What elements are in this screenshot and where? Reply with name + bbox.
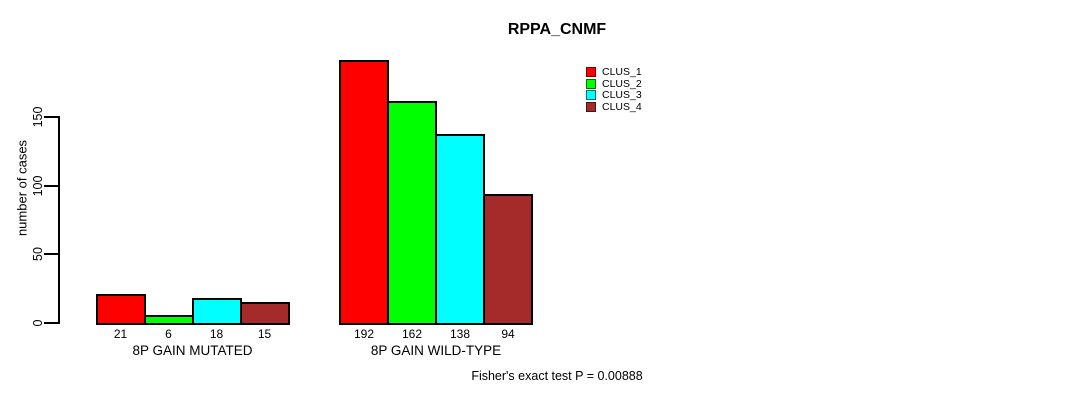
y-axis-tick [43, 253, 58, 256]
y-axis-tick-label: 150 [31, 106, 45, 128]
fisher-test-note: Fisher's exact test P = 0.00888 [471, 369, 643, 383]
bar [191, 298, 242, 325]
y-axis-line [57, 116, 60, 324]
group-label: 8P GAIN MUTATED [132, 343, 253, 358]
bar-value-label: 138 [449, 327, 471, 341]
chart-title: RPPA_CNMF [507, 21, 607, 38]
bar [387, 100, 437, 325]
legend-item: CLUS_1 [586, 66, 642, 78]
group-label: 8P GAIN WILD-TYPE [370, 343, 502, 358]
legend-swatch [586, 101, 596, 112]
y-axis-tick [43, 116, 58, 119]
y-axis-tick [43, 322, 58, 324]
bar [239, 302, 290, 325]
bar-value-label: 15 [257, 327, 272, 341]
bar [483, 194, 533, 325]
y-axis-tick-label: 50 [31, 247, 45, 262]
legend-label: CLUS_1 [602, 65, 642, 78]
legend-swatch [586, 90, 596, 101]
legend-item: CLUS_4 [586, 101, 642, 113]
bar-value-label: 18 [209, 327, 224, 341]
bar-value-label: 162 [401, 327, 423, 341]
bar [95, 294, 146, 325]
legend-swatch [586, 78, 596, 89]
bar-value-label: 21 [113, 327, 128, 341]
bar [435, 133, 485, 325]
legend-swatch [586, 66, 596, 77]
y-axis-label: number of cases [14, 139, 30, 237]
bar [339, 59, 389, 325]
y-axis-tick [43, 184, 58, 187]
bar-value-label: 192 [353, 327, 375, 341]
legend-item: CLUS_2 [586, 78, 642, 90]
bar [143, 314, 194, 325]
legend-label: CLUS_2 [602, 77, 642, 90]
bar-value-label: 6 [165, 327, 172, 341]
bar-value-label: 94 [501, 327, 515, 341]
legend-item: CLUS_3 [586, 89, 642, 101]
legend-label: CLUS_3 [602, 89, 642, 102]
y-axis-tick-label: 0 [31, 319, 45, 327]
legend: CLUS_1 CLUS_2 CLUS_3 CLUS_4 [586, 66, 642, 113]
y-axis-tick-label: 100 [31, 175, 45, 197]
legend-label: CLUS_4 [602, 100, 642, 113]
